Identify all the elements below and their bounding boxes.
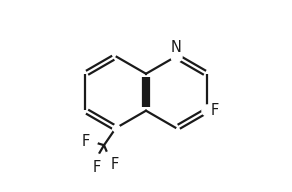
Text: F: F bbox=[210, 103, 218, 118]
Text: F: F bbox=[110, 157, 119, 172]
Text: F: F bbox=[82, 134, 90, 149]
Text: N: N bbox=[171, 40, 182, 55]
Text: F: F bbox=[92, 160, 100, 175]
